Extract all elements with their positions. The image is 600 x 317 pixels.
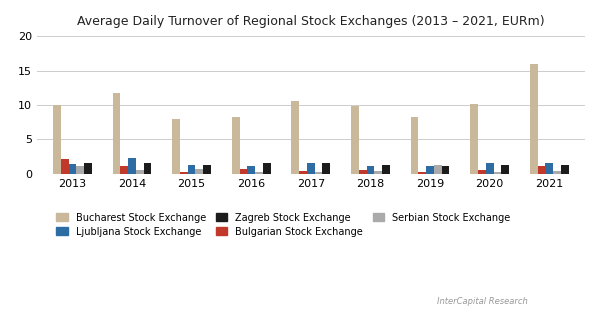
Bar [553,171,561,174]
Bar [263,163,271,174]
Bar [299,171,307,174]
Bar [136,170,143,174]
Bar [203,165,211,174]
Bar [53,105,61,174]
Bar [442,166,449,174]
Bar [68,164,76,174]
Bar [315,172,322,174]
Bar [382,165,390,174]
Bar [84,163,92,174]
Bar [143,163,151,174]
Bar [172,119,180,174]
Bar [307,163,315,174]
Bar [545,163,553,174]
Bar [494,172,501,174]
Bar [478,170,486,174]
Text: InterCapital Research: InterCapital Research [437,297,528,306]
Bar [247,166,255,174]
Bar [121,166,128,174]
Bar [61,158,68,174]
Bar [426,166,434,174]
Bar [359,170,367,174]
Title: Average Daily Turnover of Regional Stock Exchanges (2013 – 2021, EURm): Average Daily Turnover of Regional Stock… [77,15,545,28]
Bar [470,104,478,174]
Bar [76,166,84,174]
Bar [180,172,188,174]
Legend: Bucharest Stock Exchange, Ljubljana Stock Exchange, Zagreb Stock Exchange, Bulga: Bucharest Stock Exchange, Ljubljana Stoc… [53,209,514,241]
Bar [239,169,247,174]
Bar [561,165,569,174]
Bar [196,169,203,174]
Bar [351,106,359,174]
Bar [486,163,494,174]
Bar [410,117,418,174]
Bar [292,101,299,174]
Bar [418,172,426,174]
Bar [128,158,136,174]
Bar [188,165,196,174]
Bar [255,172,263,174]
Bar [538,166,545,174]
Bar [113,93,121,174]
Bar [322,163,330,174]
Bar [501,165,509,174]
Bar [530,64,538,174]
Bar [374,171,382,174]
Bar [367,166,374,174]
Bar [232,117,239,174]
Bar [434,165,442,174]
